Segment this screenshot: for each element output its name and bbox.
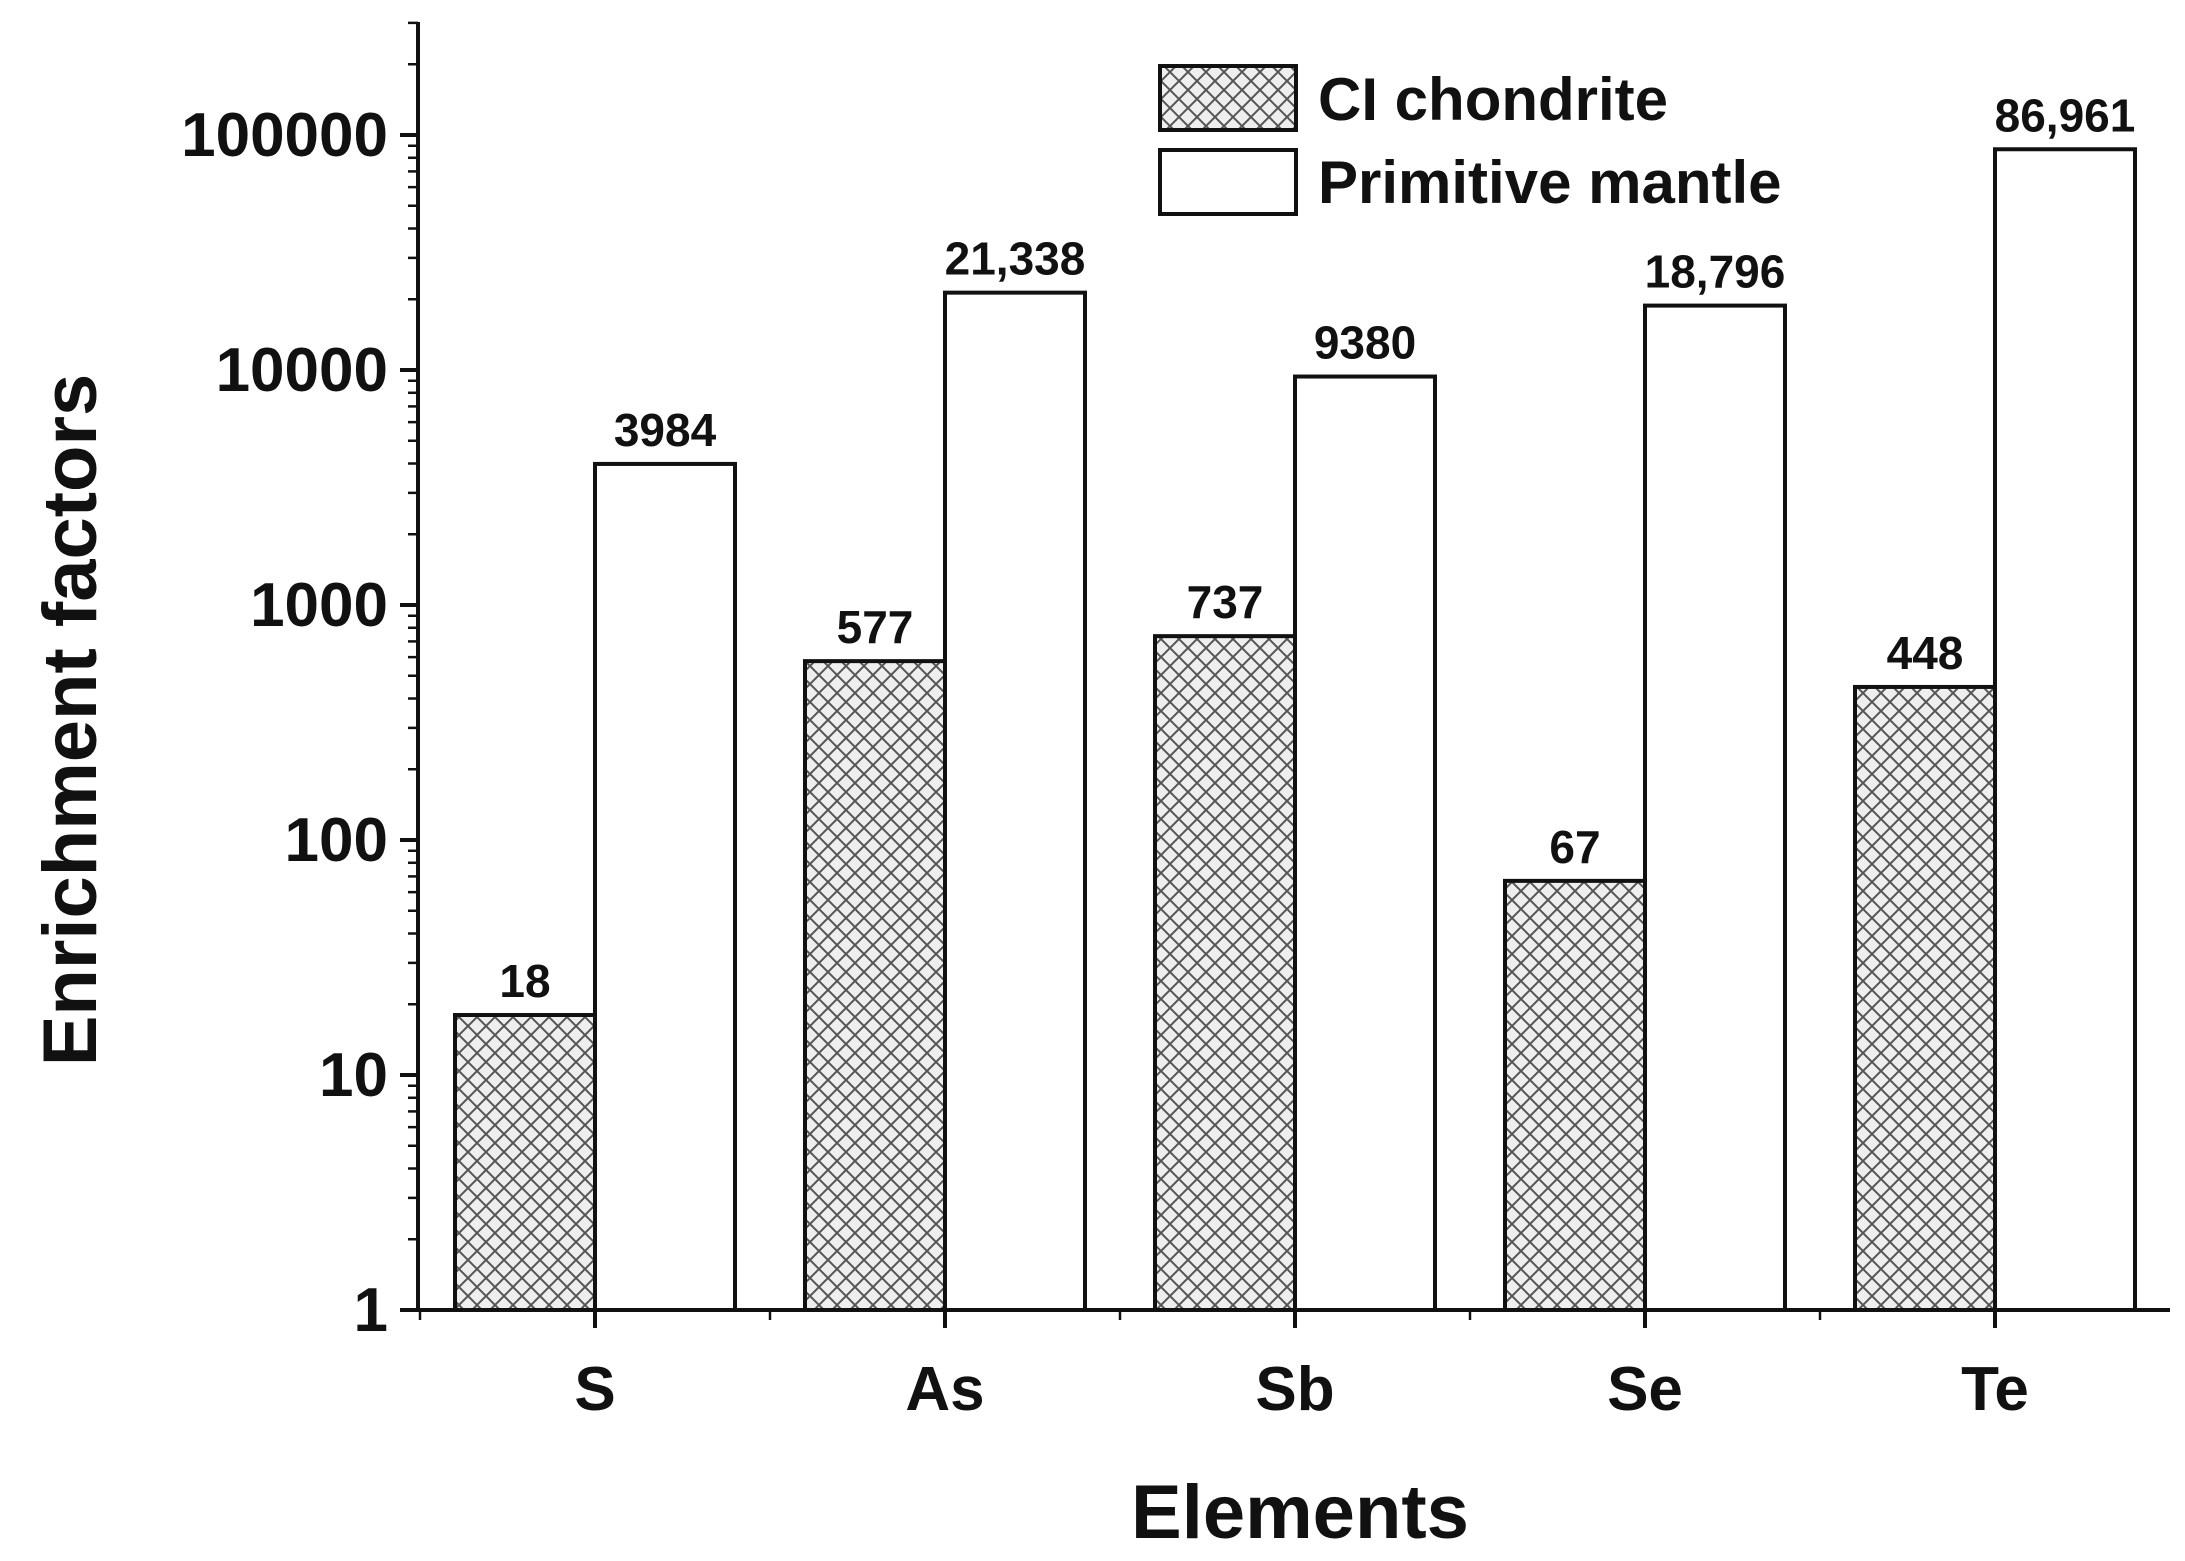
value-label-primitive-mantle-te: 86,961	[1995, 89, 2136, 141]
x-category-label-se: Se	[1607, 1355, 1683, 1424]
y-tick-label: 1	[354, 1276, 388, 1345]
bar-primitive-mantle-te	[1993, 147, 2137, 1312]
x-category-label-s: S	[574, 1355, 615, 1424]
value-label-primitive-mantle-se: 18,796	[1645, 246, 1786, 298]
y-tick-label: 1000	[250, 571, 388, 640]
y-tick-label: 100	[285, 806, 388, 875]
x-axis-title: Elements	[1131, 1470, 1469, 1555]
bar-ci-chondrite-se	[1503, 878, 1647, 1312]
value-label-primitive-mantle-s: 3984	[614, 404, 717, 456]
value-label-ci-chondrite-te: 448	[1887, 627, 1964, 679]
y-axis-title: Enrichment factors	[28, 374, 113, 1067]
value-label-ci-chondrite-sb: 737	[1187, 576, 1264, 628]
value-label-ci-chondrite-s: 18	[499, 955, 550, 1007]
value-label-ci-chondrite-as: 577	[837, 601, 914, 653]
y-tick-label: 10000	[216, 336, 388, 405]
bar-primitive-mantle-sb	[1293, 374, 1437, 1312]
bar-primitive-mantle-s	[593, 461, 737, 1312]
legend-label-ci-chondrite: CI chondrite	[1318, 66, 1668, 133]
value-label-primitive-mantle-as: 21,338	[945, 233, 1086, 285]
bar-ci-chondrite-s	[453, 1013, 597, 1313]
bar-ci-chondrite-as	[803, 659, 947, 1312]
bar-primitive-mantle-se	[1643, 303, 1787, 1313]
bar-primitive-mantle-as	[943, 290, 1087, 1312]
legend-swatch-ci-chondrite	[1158, 64, 1298, 132]
y-tick-label: 10	[319, 1041, 388, 1110]
value-label-ci-chondrite-se: 67	[1549, 821, 1600, 873]
legend-swatch-primitive-mantle	[1158, 148, 1298, 216]
bar-ci-chondrite-sb	[1153, 634, 1297, 1312]
value-label-primitive-mantle-sb: 9380	[1314, 317, 1416, 369]
x-category-label-te: Te	[1961, 1355, 2029, 1424]
x-category-label-as: As	[905, 1355, 984, 1424]
legend-label-primitive-mantle: Primitive mantle	[1318, 149, 1782, 216]
x-category-label-sb: Sb	[1255, 1355, 1334, 1424]
y-tick-label: 100000	[181, 101, 388, 170]
bar-ci-chondrite-te	[1853, 684, 1997, 1312]
